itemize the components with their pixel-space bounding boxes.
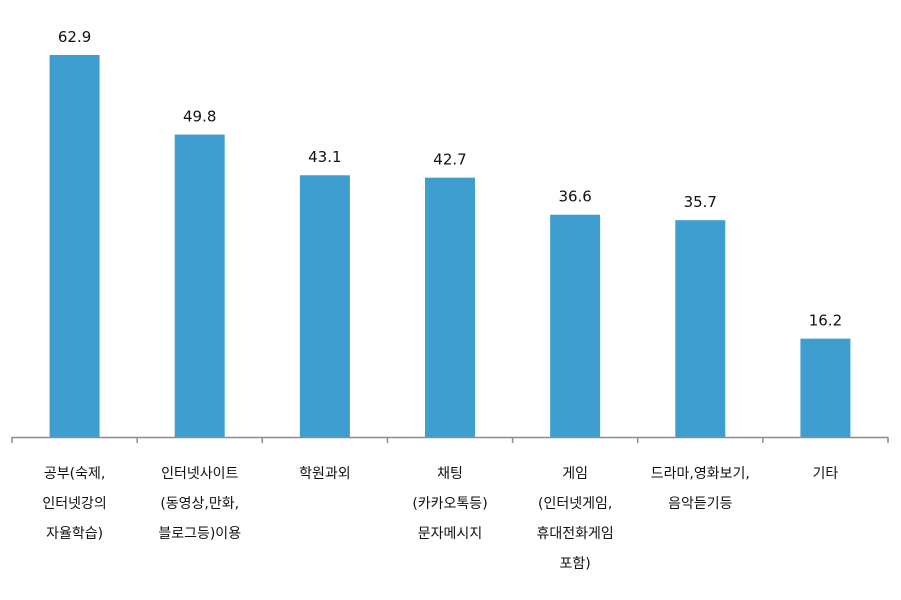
bar [675,220,726,437]
bar-value-label: 43.1 [308,148,341,166]
bar [425,177,475,438]
category-label-line: 음악듣기등 [668,496,733,512]
category-label-line: 채팅 [437,466,463,482]
category-label-line: (동영상,만화, [160,496,239,512]
category-label-line: 인터넷강의 [42,496,106,512]
category-label-line: 자율학습) [46,526,103,542]
category-label-line: 인터넷사이트 [161,466,238,482]
bar [550,214,601,437]
category-label: 학원과외 [299,466,351,482]
category-label-line: 문자메시지 [418,526,482,542]
category-label-line: 게임 [562,466,588,482]
bar-value-label: 62.9 [58,28,91,46]
bar-value-label: 36.6 [558,188,591,206]
category-label-line: 포함) [560,556,591,572]
category-label-line: 드라마,영화보기, [651,466,750,482]
category-label-line: (인터넷게임, [538,496,612,512]
category-label-line: 학원과외 [299,466,351,482]
value-labels-layer: 62.9 49.8 43.1 42.7 36.6 35.7 16.2 [58,28,842,330]
bar-value-label: 16.2 [809,312,842,330]
category-label-line: 블로그등)이용 [158,526,241,542]
category-label: 드라마,영화보기, 음악듣기등 [651,466,750,512]
bar [800,338,851,437]
category-label-line: (카카오톡등) [412,496,487,512]
category-label-line: 휴대전화게임 [537,526,614,542]
category-label-line: 기타 [813,466,839,482]
bar [49,55,100,437]
bar-value-label: 42.7 [433,151,466,169]
category-label: 인터넷사이트 (동영상,만화, 블로그등)이용 [158,466,241,542]
bar-value-label: 35.7 [684,193,717,211]
category-label-line: 공부(숙제, [44,466,105,482]
category-label: 채팅 (카카오톡등) 문자메시지 [412,466,487,542]
bar-value-label: 49.8 [183,108,216,126]
axis-layer [11,436,889,443]
category-label: 기타 [813,466,839,482]
bar [174,134,225,437]
bars-layer [49,55,851,438]
bar [299,175,350,437]
